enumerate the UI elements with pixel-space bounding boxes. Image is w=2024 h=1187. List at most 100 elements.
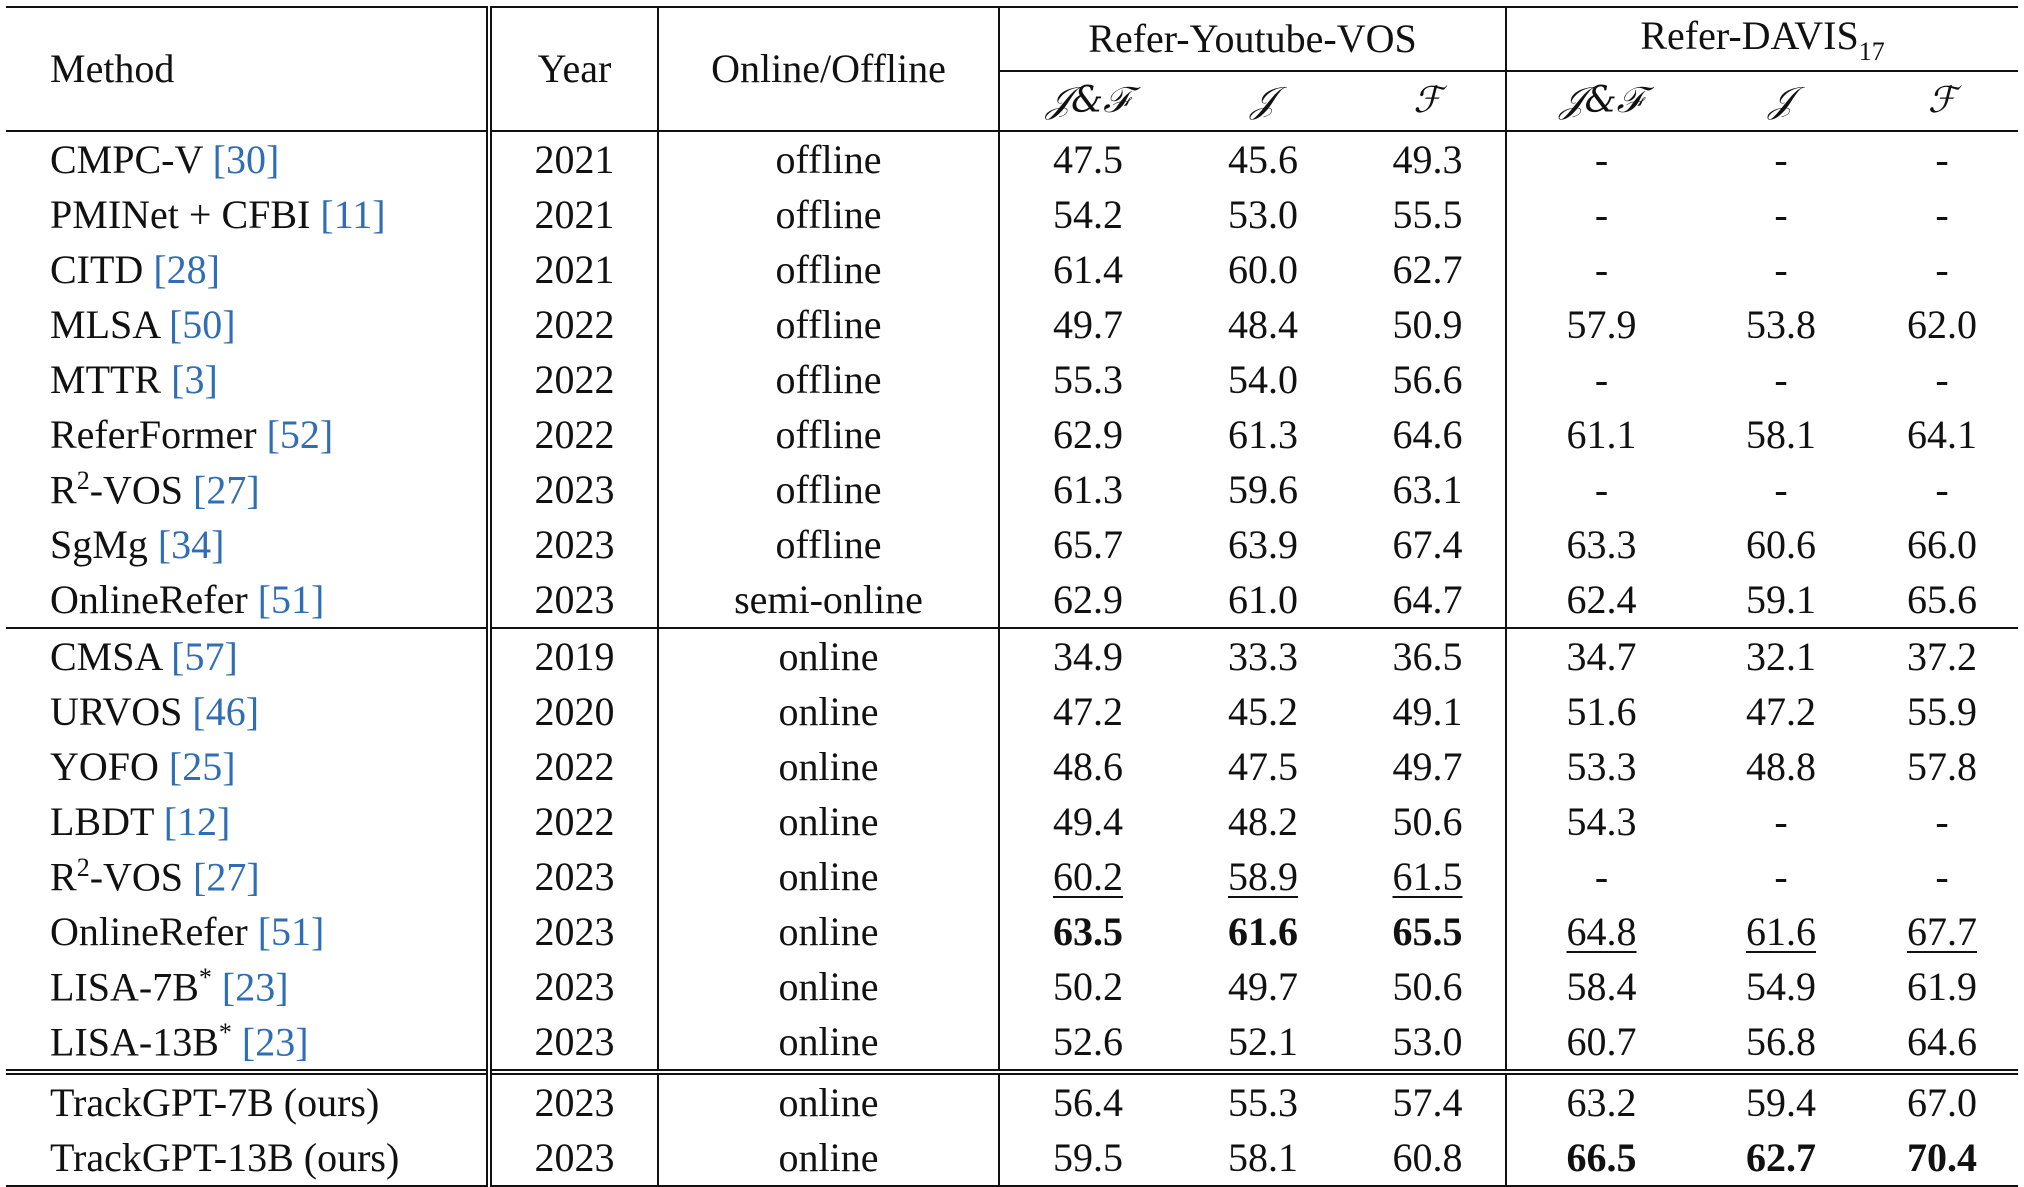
davis-jf-cell: 34.7 [1506, 627, 1697, 684]
davis-jf-cell: - [1506, 849, 1696, 904]
davis-jf-cell: 66.5 [1506, 1130, 1697, 1187]
ytvos-j-value: 47.5 [1228, 743, 1298, 789]
citation-number[interactable]: 12 [177, 798, 218, 844]
davis-jf-value: 61.1 [1566, 411, 1637, 457]
citation-link[interactable]: [30] [212, 136, 280, 182]
citation-link[interactable]: [25] [168, 743, 236, 789]
davis-f-cell: - [1866, 462, 2018, 517]
davis-f-value: - [1935, 191, 1949, 237]
davis-j-cell: - [1696, 242, 1866, 297]
citation-number[interactable]: 51 [271, 576, 312, 622]
ytvos-f-value: 56.6 [1392, 356, 1463, 402]
ytvos-j-value: 52.1 [1228, 1018, 1298, 1064]
ytvos-j-value: 53.0 [1228, 191, 1298, 237]
citation-number[interactable]: 34 [171, 521, 212, 567]
year-cell: 2022 [489, 297, 659, 352]
ytvos-jf-value: 61.3 [1053, 466, 1123, 512]
year-cell: 2021 [489, 187, 659, 242]
citation-number[interactable]: 11 [333, 191, 373, 237]
header-davis-j: 𝒥 [1696, 71, 1867, 132]
citation-number[interactable]: 28 [166, 246, 207, 292]
table-row: LISA-13B* [23] 2023 online 52.6 52.1 53.0 60.7… [6, 1014, 2018, 1072]
ytvos-f-value: 64.7 [1392, 576, 1463, 622]
ytvos-j-cell: 49.7 [1176, 959, 1350, 1014]
davis-j-cell: 60.6 [1696, 517, 1866, 572]
table-row: R2-VOS [27] 2023 online 60.2 58.9 61.5- - - [6, 849, 2018, 904]
ytvos-jf-value: 65.7 [1053, 521, 1123, 567]
davis-jf-value: 54.3 [1566, 798, 1637, 844]
citation-link[interactable]: [27] [193, 467, 260, 513]
citation-number[interactable]: 52 [279, 411, 320, 457]
method-name: OnlineRefer [50, 908, 248, 954]
ytvos-f-cell: 60.8 [1350, 1130, 1508, 1187]
ytvos-jf-cell: 54.2 [999, 187, 1176, 242]
citation-number[interactable]: 27 [206, 467, 247, 513]
citation-number[interactable]: 30 [225, 136, 266, 182]
ytvos-j-value: 60.0 [1228, 246, 1298, 292]
davis-f-cell: 67.0 [1866, 1069, 2019, 1130]
citation-link[interactable]: [27] [193, 854, 260, 900]
citation-number[interactable]: 46 [205, 688, 246, 734]
citation-link[interactable]: [57] [171, 633, 238, 679]
citation-link[interactable]: [12] [163, 798, 231, 844]
davis-j-cell: - [1696, 849, 1866, 904]
method-cell: ReferFormer [52] [6, 407, 492, 462]
online-offline-cell: online [658, 1130, 1000, 1187]
davis-f-cell: 70.4 [1866, 1130, 2019, 1187]
table-row: MTTR [3] 2022 offline 55.3 54.0 56.6- - - [6, 352, 2018, 407]
method-cell: YOFO [25] [6, 739, 492, 794]
citation-link[interactable]: [23] [221, 964, 289, 1010]
davis-f-value: - [1935, 466, 1949, 512]
citation-number[interactable]: 23 [235, 964, 276, 1010]
citation-link[interactable]: [51] [257, 908, 325, 954]
online-offline-cell: online [658, 849, 1000, 904]
method-name: YOFO [50, 743, 159, 789]
ytvos-j-cell: 33.3 [1176, 627, 1350, 684]
ytvos-jf-value: 59.5 [1053, 1134, 1123, 1180]
table-row: R2-VOS [27] 2023 offline 61.3 59.6 63.1- - - [6, 462, 2018, 517]
ytvos-jf-value: 50.2 [1053, 963, 1123, 1009]
ytvos-jf-cell: 50.2 [999, 959, 1176, 1014]
davis-j-value: 48.8 [1746, 743, 1817, 789]
davis-f-cell: - [1866, 794, 2018, 849]
citation-number[interactable]: 23 [255, 1019, 296, 1065]
citation-number[interactable]: 27 [206, 854, 247, 900]
citation-link[interactable]: [11] [320, 191, 386, 237]
citation-link[interactable]: [52] [266, 411, 334, 457]
year-cell: 2020 [489, 684, 659, 739]
citation-link[interactable]: [23] [241, 1019, 309, 1065]
ytvos-f-value: 50.6 [1392, 963, 1463, 1009]
davis-j-value: 60.6 [1746, 521, 1817, 567]
ytvos-j-cell: 58.1 [1176, 1130, 1350, 1187]
citation-number[interactable]: 50 [182, 301, 223, 347]
ytvos-j-cell: 52.1 [1176, 1014, 1350, 1072]
method-cell: SgMg [34] [6, 517, 492, 572]
citation-link[interactable]: [34] [157, 521, 225, 567]
davis-jf-cell: 53.3 [1506, 739, 1696, 794]
header-refer-davis-subscript: 17 [1858, 36, 1885, 66]
citation-link[interactable]: [46] [192, 688, 260, 734]
citation-number[interactable]: 51 [271, 908, 312, 954]
citation-number[interactable]: 57 [184, 633, 225, 679]
method-cell: OnlineRefer [51] [6, 904, 492, 959]
ytvos-j-value: 59.6 [1228, 466, 1298, 512]
citation-link[interactable]: [3] [171, 356, 218, 402]
ytvos-jf-value: 47.2 [1053, 688, 1123, 734]
year-cell: 2021 [489, 131, 659, 187]
davis-jf-value: 63.3 [1566, 521, 1637, 567]
method-name: R [50, 854, 77, 900]
davis-f-value: - [1935, 853, 1949, 899]
davis-jf-value: 51.6 [1566, 688, 1637, 734]
ytvos-f-cell: 63.1 [1350, 462, 1508, 517]
davis-j-value: 56.8 [1746, 1018, 1817, 1064]
ytvos-f-value: 67.4 [1392, 521, 1463, 567]
method-cell: CMPC-V [30] [6, 131, 492, 187]
citation-link[interactable]: [51] [257, 576, 325, 622]
citation-number[interactable]: 3 [184, 356, 205, 402]
method-superscript: * [218, 1018, 232, 1048]
citation-link[interactable]: [50] [168, 301, 236, 347]
davis-f-value: 64.6 [1907, 1018, 1978, 1064]
header-davis-f: ℱ [1866, 71, 2019, 132]
citation-number[interactable]: 25 [182, 743, 223, 789]
citation-link[interactable]: [28] [153, 246, 220, 292]
